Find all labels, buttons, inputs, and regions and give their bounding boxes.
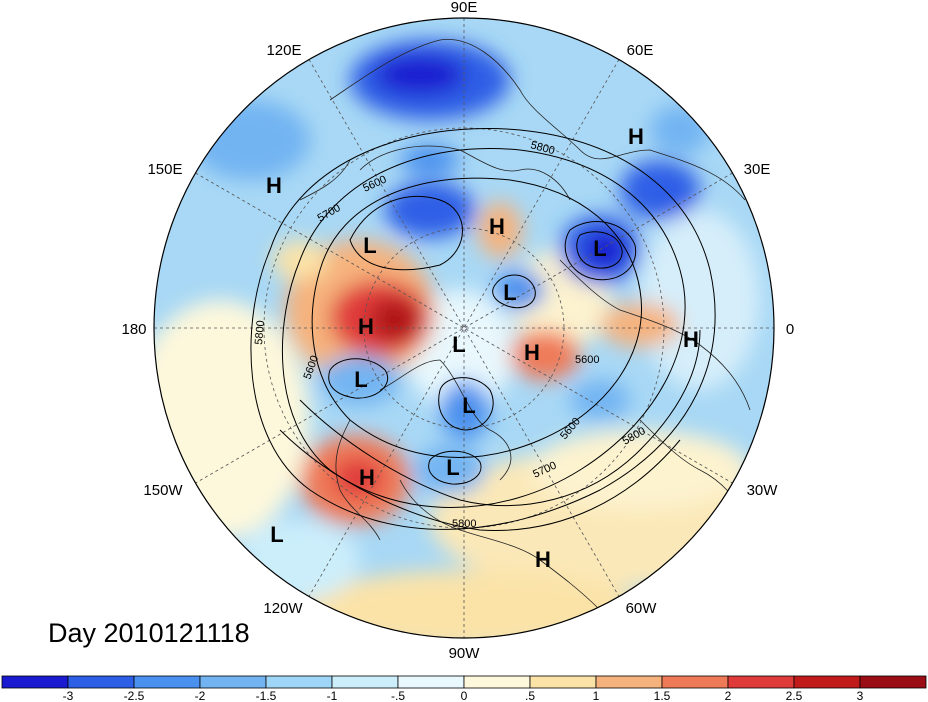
lon-label-120e: 120E: [266, 42, 301, 59]
colorbar-tick-label: -.5: [391, 689, 405, 702]
map-boundary: [153, 17, 775, 639]
colorbar-swatch: [793, 675, 861, 689]
colorbar-tick-label: -1: [327, 689, 338, 702]
lon-label-180: 180: [121, 321, 146, 338]
high-pressure-marker: H: [359, 465, 375, 490]
colorbar-tick-label: -1.5: [256, 689, 277, 702]
colorbar-tick-label: -2.5: [124, 689, 145, 702]
lon-label-30e: 30E: [744, 161, 771, 178]
colorbar-swatch: [265, 675, 333, 689]
anomaly-field: [154, 18, 774, 638]
colorbar-swatch: [67, 675, 135, 689]
map-title: Day 2010121118: [48, 618, 250, 648]
colorbar-swatch: [133, 675, 201, 689]
high-pressure-marker: H: [358, 314, 374, 339]
colorbar-swatch: [1, 675, 69, 689]
lon-label-90w: 90W: [449, 645, 481, 662]
colorbar-swatch: [463, 675, 531, 689]
lon-label-60e: 60E: [627, 42, 654, 59]
graticule: [154, 18, 774, 638]
low-pressure-marker: L: [593, 236, 606, 261]
high-pressure-marker: H: [524, 340, 540, 365]
low-pressure-marker: L: [363, 233, 376, 258]
colorbar-swatch: [859, 675, 927, 689]
lon-label-150e: 150E: [147, 161, 182, 178]
lon-label-0: 0: [786, 321, 794, 338]
colorbar-tick-label: -2: [195, 689, 206, 702]
low-pressure-marker: L: [354, 367, 367, 392]
colorbar-swatch: [727, 675, 795, 689]
low-pressure-marker: L: [452, 332, 465, 357]
colorbar-swatch: [661, 675, 729, 689]
colorbar-tick-label: 0: [461, 689, 468, 702]
lon-label-60w: 60W: [626, 600, 658, 617]
height-contours: [250, 128, 716, 531]
pressure-centers: H H L H L L H H L L H L L H H L H: [266, 124, 699, 572]
contour-label: 5600: [575, 354, 599, 366]
colorbar-tick-label: 1.5: [654, 689, 671, 702]
high-pressure-marker: H: [489, 214, 505, 239]
colorbar-swatch: [199, 675, 267, 689]
high-pressure-marker: H: [683, 327, 699, 352]
colorbar-swatch: [331, 675, 399, 689]
lon-label-90e: 90E: [451, 0, 478, 16]
contour-label: 5800: [452, 518, 476, 530]
high-pressure-marker: H: [266, 173, 282, 198]
high-pressure-marker: H: [535, 547, 551, 572]
colorbar-tick-label: .5: [525, 689, 535, 702]
colorbar-tick-label: -3: [63, 689, 74, 702]
low-pressure-marker: L: [270, 522, 283, 547]
lon-label-150w: 150W: [143, 482, 183, 499]
low-pressure-marker: L: [446, 455, 459, 480]
low-pressure-marker: L: [503, 280, 516, 305]
contour-label: 5800: [253, 320, 267, 345]
high-pressure-marker: H: [628, 124, 644, 149]
longitude-labels: 90E 60E 30E 0 30W 60W 90W 120W 150W 180 …: [121, 0, 794, 662]
colorbar-swatch: [529, 675, 597, 689]
colorbar-swatch: [397, 675, 465, 689]
colorbar-tick-label: 2.5: [786, 689, 803, 702]
colorbar-tick-label: 1: [593, 689, 600, 702]
colorbar: -3 -2.5 -2 -1.5 -1 -.5 0 .5 1 1.5 2 2.5 3: [1, 675, 927, 702]
lon-label-30w: 30W: [747, 482, 779, 499]
lon-label-120w: 120W: [263, 600, 303, 617]
colorbar-tick-label: 3: [857, 689, 864, 702]
colorbar-swatch: [595, 675, 663, 689]
colorbar-tick-label: 2: [725, 689, 732, 702]
low-pressure-marker: L: [462, 393, 475, 418]
